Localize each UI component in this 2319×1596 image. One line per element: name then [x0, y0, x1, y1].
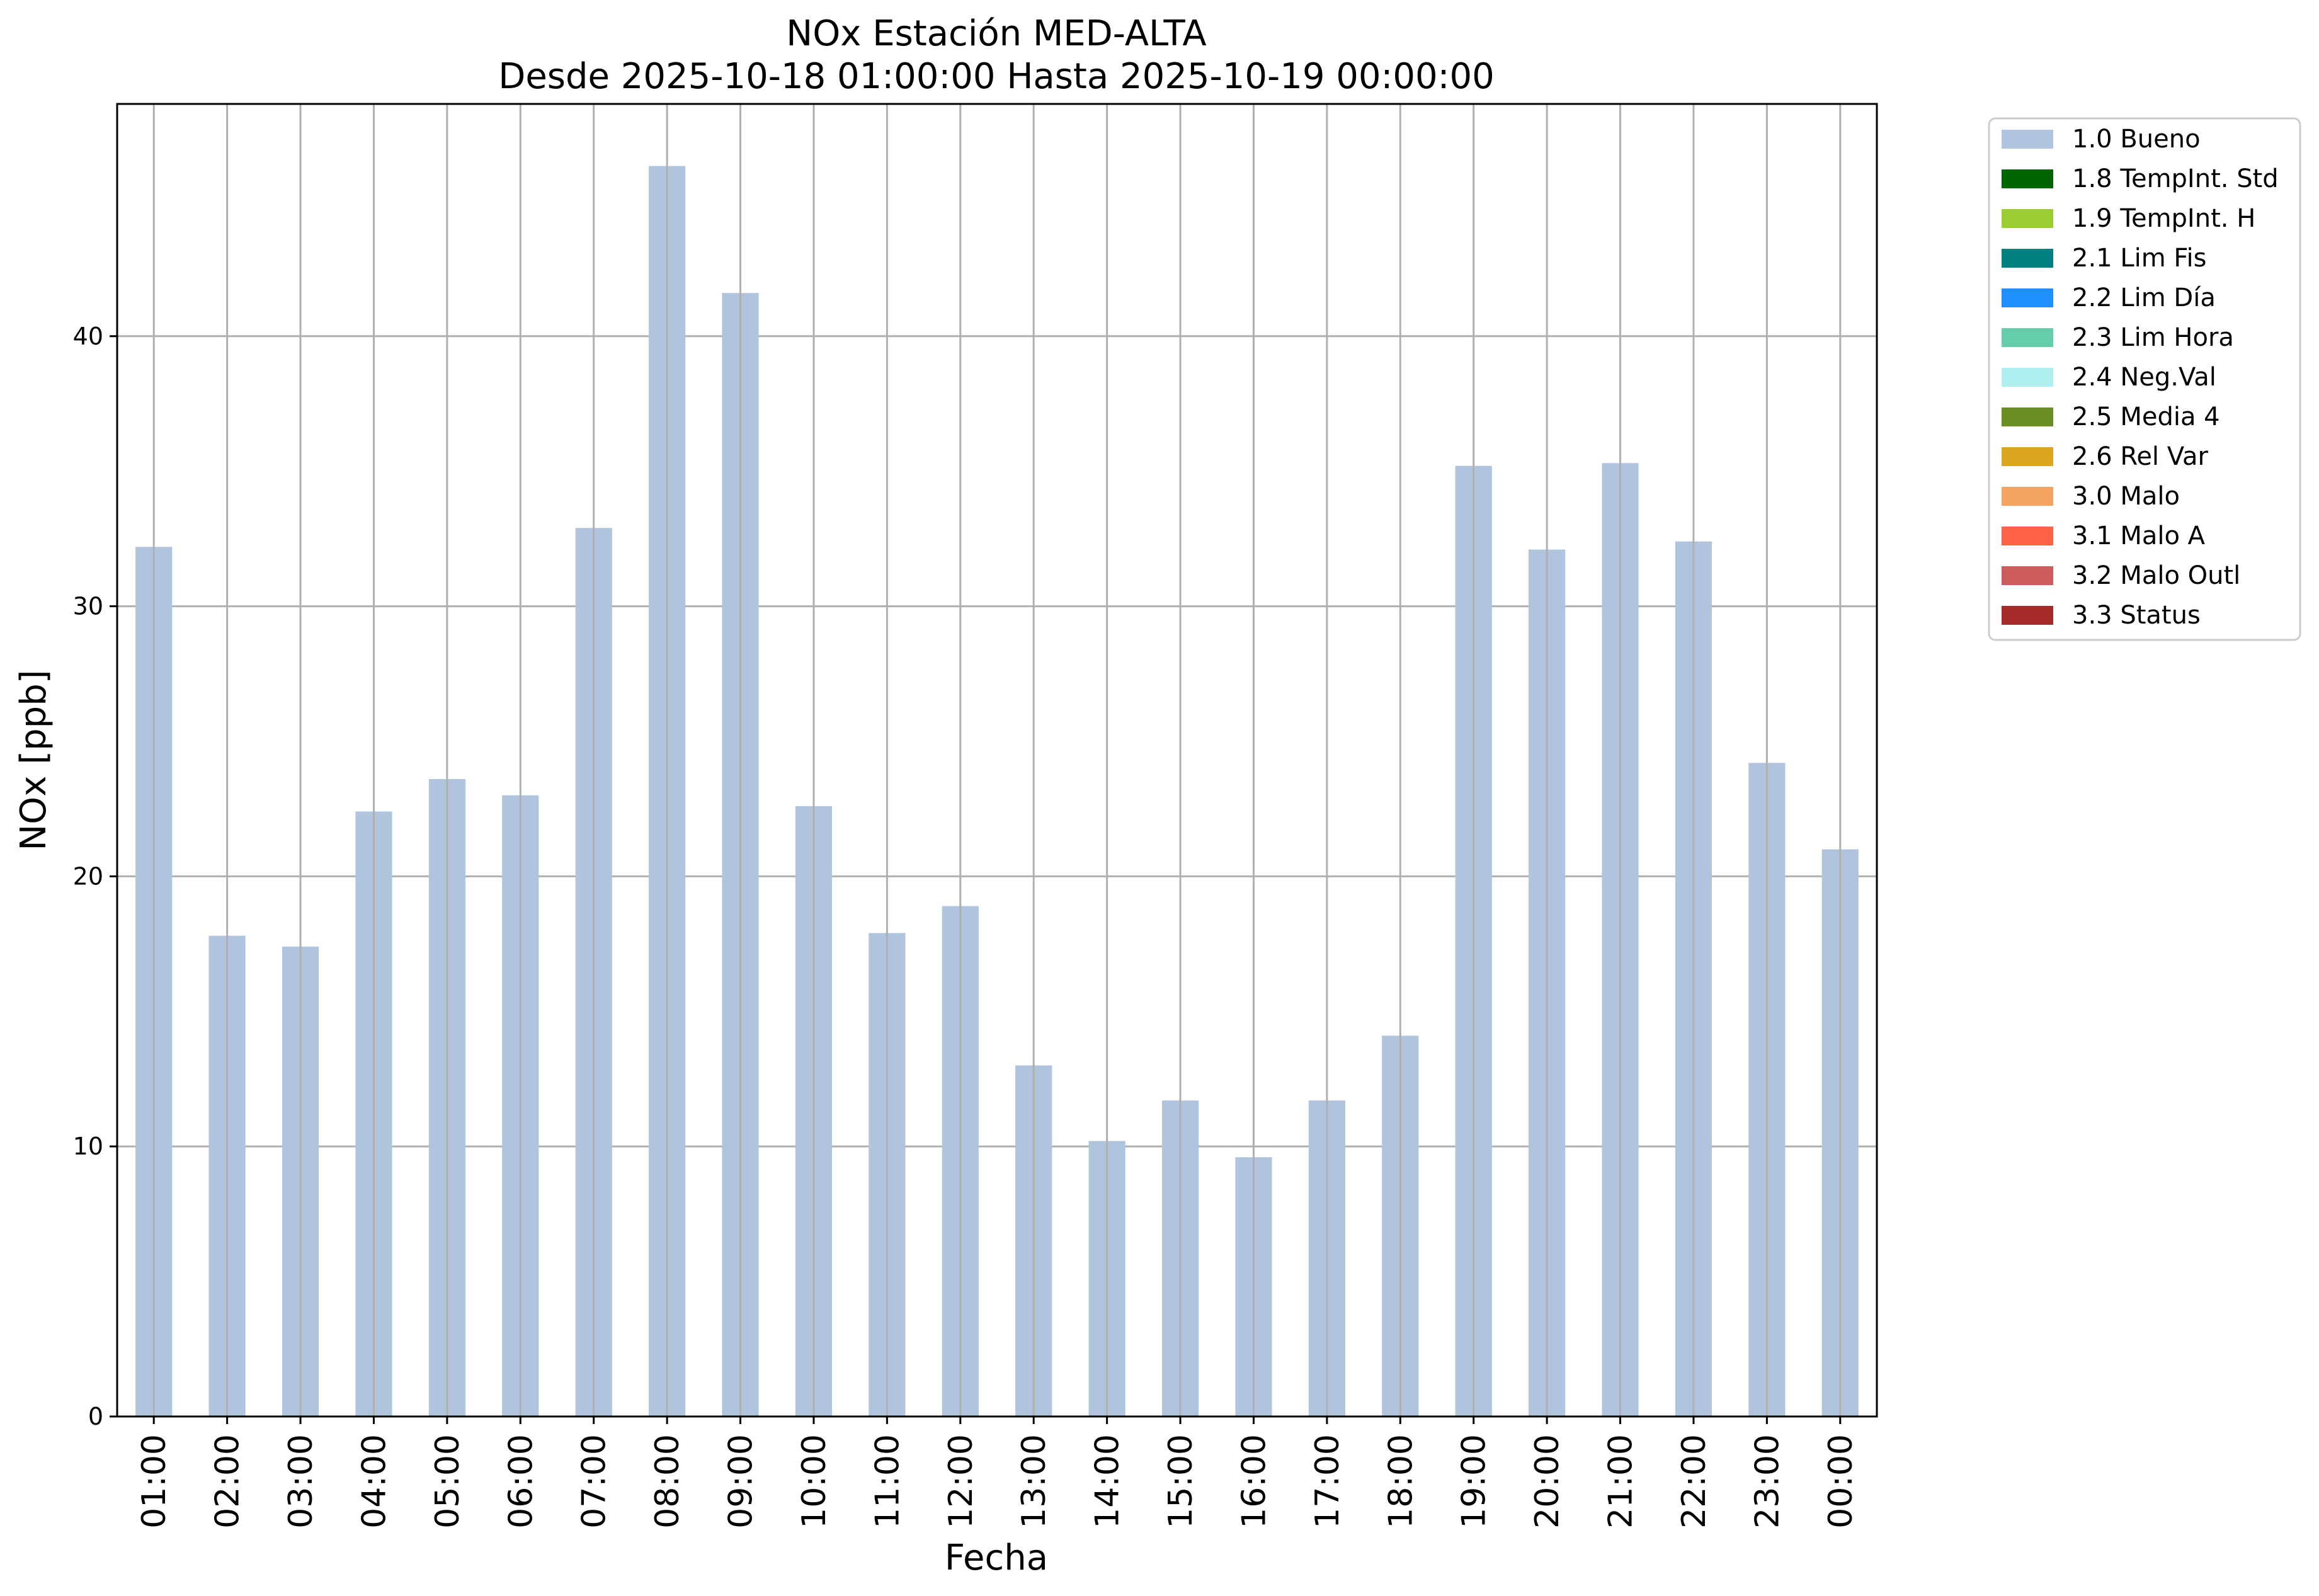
x-tick-label: 10:00 — [795, 1434, 833, 1529]
x-tick-label: 07:00 — [576, 1434, 613, 1529]
y-tick-label: 40 — [73, 322, 103, 350]
x-tick-label: 08:00 — [649, 1434, 687, 1529]
legend-label: 1.8 TempInt. Std — [2072, 164, 2279, 193]
legend-label: 1.9 TempInt. H — [2072, 204, 2255, 233]
legend-swatch — [2002, 209, 2053, 228]
legend-label: 2.3 Lim Hora — [2072, 323, 2234, 352]
legend-label: 2.5 Media 4 — [2072, 402, 2220, 431]
chart-title: NOx Estación MED-ALTA — [786, 13, 1206, 54]
x-tick-label: 01:00 — [135, 1434, 173, 1529]
axis-ticks: 0 10 20 30 40 01:00 02:00 03:00 04:00 05:00 06:00 0… — [73, 322, 1860, 1529]
y-tick-label: 30 — [73, 593, 103, 620]
x-tick-label: 17:00 — [1309, 1434, 1347, 1529]
y-axis-label: NOx [ppb] — [13, 670, 54, 850]
x-tick-label: 13:00 — [1015, 1434, 1053, 1529]
x-tick-label: 04:00 — [355, 1434, 393, 1529]
legend-label: 2.6 Rel Var — [2072, 442, 2209, 471]
x-tick-label: 09:00 — [722, 1434, 760, 1529]
x-tick-label: 20:00 — [1529, 1434, 1566, 1529]
x-tick-label: 11:00 — [869, 1434, 906, 1529]
legend-swatch — [2002, 566, 2053, 585]
legend-swatch — [2002, 328, 2053, 347]
x-tick-label: 06:00 — [502, 1434, 540, 1529]
legend-swatch — [2002, 606, 2053, 625]
bar-series — [135, 104, 1859, 1417]
legend: 1.0 Bueno 1.8 TempInt. Std 1.9 TempInt. H 2… — [1988, 117, 2301, 641]
legend-label: 3.0 Malo — [2072, 482, 2180, 511]
x-tick-label: 12:00 — [942, 1434, 980, 1529]
x-tick-label: 22:00 — [1675, 1434, 1713, 1529]
x-tick-label: 23:00 — [1748, 1434, 1786, 1529]
legend-frame — [1988, 117, 2301, 641]
x-tick-label: 02:00 — [209, 1434, 247, 1529]
x-tick-label: 15:00 — [1162, 1434, 1200, 1529]
x-tick-label: 16:00 — [1235, 1434, 1273, 1529]
x-tick-label: 00:00 — [1822, 1434, 1860, 1529]
y-tick-label: 20 — [73, 862, 103, 890]
legend-label: 3.3 Status — [2072, 601, 2201, 630]
legend-swatch — [2002, 447, 2053, 466]
chart-subtitle: Desde 2025-10-18 01:00:00 Hasta 2025-10-… — [498, 56, 1495, 97]
x-tick-label: 05:00 — [429, 1434, 467, 1529]
legend-swatch — [2002, 169, 2053, 188]
legend-swatch — [2002, 249, 2053, 268]
x-tick-label: 14:00 — [1089, 1434, 1127, 1529]
legend-label: 1.0 Bueno — [2072, 125, 2201, 154]
x-tick-label: 03:00 — [282, 1434, 320, 1529]
y-tick-label: 0 — [88, 1403, 103, 1430]
y-tick-label: 10 — [73, 1132, 103, 1160]
legend-label: 3.2 Malo Outl — [2072, 561, 2240, 590]
legend-swatch — [2002, 408, 2053, 426]
legend-label: 2.2 Lim Día — [2072, 283, 2216, 312]
legend-label: 2.1 Lim Fis — [2072, 244, 2206, 273]
x-tick-label: 21:00 — [1602, 1434, 1640, 1529]
legend-swatch — [2002, 130, 2053, 149]
x-axis-label: Fecha — [945, 1537, 1048, 1578]
legend-swatch — [2002, 368, 2053, 387]
legend-swatch — [2002, 288, 2053, 307]
legend-swatch — [2002, 487, 2053, 506]
plot-frame — [116, 103, 1878, 1418]
x-tick-label: 18:00 — [1382, 1434, 1420, 1529]
x-tick-label: 19:00 — [1456, 1434, 1493, 1529]
legend-label: 2.4 Neg.Val — [2072, 363, 2216, 392]
legend-label: 3.1 Malo A — [2072, 522, 2206, 550]
legend-swatch — [2002, 527, 2053, 545]
